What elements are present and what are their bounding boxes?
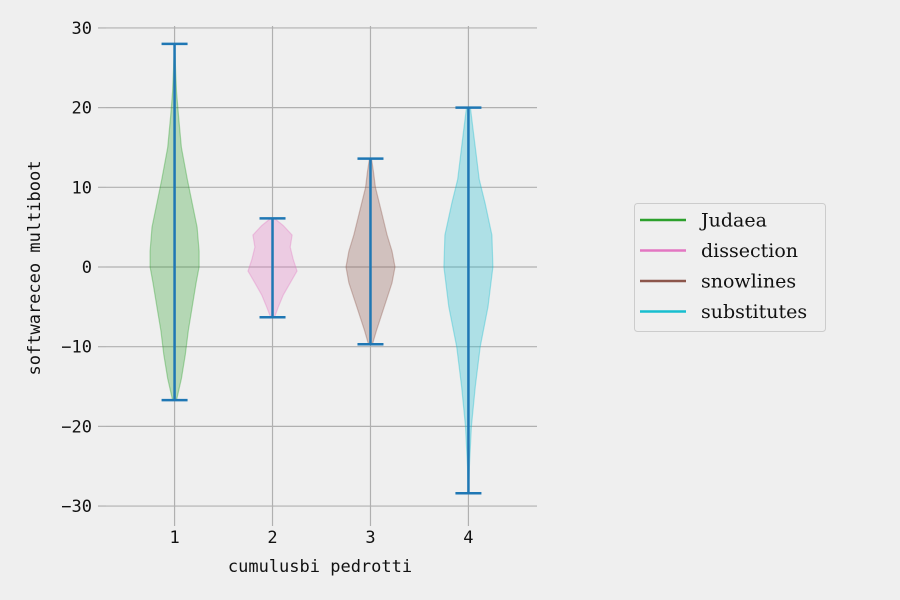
legend-label-snowlines: snowlines: [701, 271, 796, 293]
y-tick-label: 0: [82, 258, 92, 278]
x-tick-label: 1: [169, 528, 179, 548]
y-tick-label: −20: [61, 417, 92, 437]
legend-label-substitutes: substitutes: [701, 301, 807, 323]
y-tick-label: −10: [61, 338, 92, 358]
y-axis-label: softwareceo multiboot: [25, 161, 45, 376]
y-tick-label: 10: [72, 178, 92, 198]
x-tick-label: 2: [267, 528, 277, 548]
x-tick-label: 4: [463, 528, 473, 548]
violin-whiskers: [161, 42, 482, 495]
x-axis-ticks: 1 2 3 4: [169, 518, 474, 548]
legend-label-judaea: Judaea: [699, 210, 767, 232]
legend-label-dissection: dissection: [701, 240, 798, 262]
x-tick-label: 3: [365, 528, 375, 548]
y-tick-label: 20: [72, 99, 92, 119]
y-tick-label: −30: [61, 497, 92, 517]
legend-frame: [634, 203, 826, 332]
x-axis-label: cumulusbi pedrotti: [228, 557, 412, 577]
y-axis-ticks: 30 20 10 0 −10 −20 −30: [61, 19, 106, 517]
y-tick-label: 30: [72, 19, 92, 39]
legend: Judaea dissection snowlines substitutes: [634, 203, 826, 332]
legend-items: Judaea dissection snowlines substitutes: [640, 210, 807, 323]
